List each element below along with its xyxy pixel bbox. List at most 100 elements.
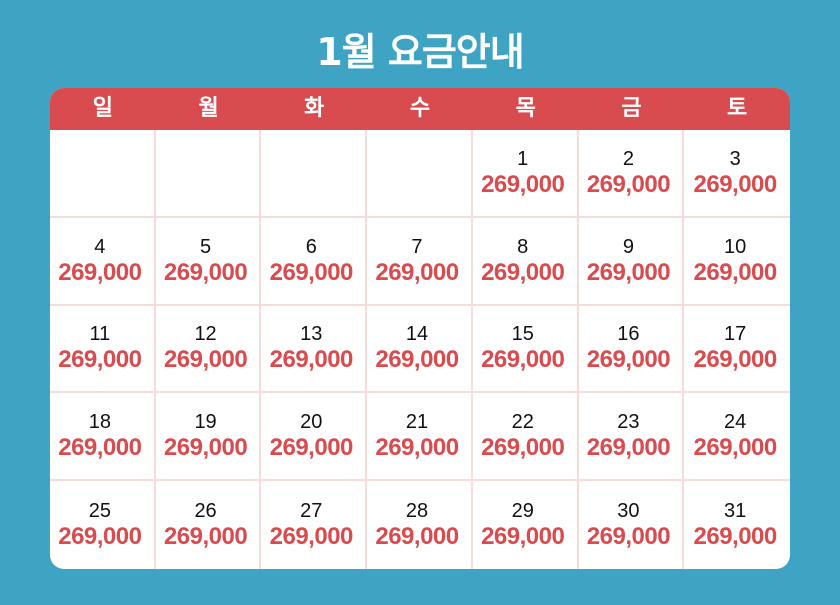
day-number: 7 (411, 235, 423, 258)
day-price: 269,000 (481, 258, 565, 286)
day-number: 26 (194, 500, 217, 523)
day-price: 269,000 (163, 523, 248, 551)
day-price: 269,000 (269, 434, 354, 462)
day-number: 31 (724, 500, 747, 523)
price-calendar: 일 월 화 수 목 금 토 1 269,000 2 269,000 3 269,000 4 2… (50, 88, 790, 569)
day-number: 15 (511, 323, 534, 346)
day-number: 21 (405, 411, 429, 434)
day-number: 27 (300, 500, 323, 523)
calendar-day-cell: 10 269,000 (684, 218, 790, 306)
day-number: 12 (194, 323, 217, 346)
day-price: 269,000 (58, 346, 142, 374)
day-number: 25 (88, 500, 111, 523)
day-number: 11 (89, 323, 111, 346)
day-price: 269,000 (481, 434, 565, 462)
day-price: 269,000 (269, 258, 354, 286)
day-number: 2 (622, 147, 634, 170)
calendar-day-cell: 21 269,000 (367, 393, 473, 482)
calendar-day-cell: 31 269,000 (684, 481, 790, 569)
calendar-day-cell: 8 269,000 (472, 217, 579, 306)
calendar-day-cell: 25 269,000 (50, 481, 156, 569)
calendar-day-cell: 22 269,000 (472, 393, 579, 482)
calendar-day-cell: 4 269,000 (50, 217, 156, 306)
day-price: 269,000 (693, 523, 778, 551)
calendar-day-cell: 23 269,000 (578, 393, 685, 482)
weekday-sat: 토 (727, 96, 748, 121)
day-number: 3 (729, 147, 741, 170)
calendar-day-cell: 15 269,000 (472, 305, 579, 394)
calendar-day-cell: 7 269,000 (367, 217, 473, 306)
calendar-day-cell (50, 130, 156, 218)
calendar-day-cell: 13 269,000 (261, 305, 368, 394)
day-number: 30 (617, 500, 640, 523)
calendar-day-cell: 18 269,000 (50, 393, 156, 482)
day-price: 269,000 (586, 523, 671, 551)
day-number: 13 (300, 323, 323, 346)
day-price: 269,000 (586, 258, 671, 286)
day-number: 4 (94, 235, 106, 258)
calendar-day-cell: 12 269,000 (155, 305, 262, 394)
day-price: 269,000 (586, 170, 671, 198)
calendar-day-cell: 17 269,000 (684, 306, 790, 394)
day-price: 269,000 (693, 346, 778, 374)
day-number: 28 (405, 500, 429, 523)
day-price: 269,000 (163, 434, 248, 462)
weekday-wed: 수 (409, 96, 431, 121)
day-price: 269,000 (481, 523, 565, 551)
day-number: 8 (517, 235, 529, 258)
day-price: 269,000 (375, 434, 459, 462)
calendar-day-cell: 28 269,000 (367, 481, 473, 569)
day-number: 16 (617, 323, 640, 346)
day-price: 269,000 (58, 434, 142, 462)
calendar-day-cell: 29 269,000 (473, 481, 579, 569)
day-number: 5 (200, 235, 212, 258)
calendar-day-cell: 26 269,000 (156, 481, 262, 569)
day-price: 269,000 (693, 170, 778, 198)
day-number: 23 (617, 411, 640, 434)
day-number: 20 (300, 411, 323, 434)
day-price: 269,000 (269, 346, 354, 374)
calendar-day-cell: 11 269,000 (50, 305, 156, 394)
day-price: 269,000 (375, 523, 459, 551)
day-price: 269,000 (269, 523, 354, 551)
calendar-day-cell: 30 269,000 (579, 481, 685, 569)
calendar-day-cell: 16 269,000 (578, 305, 685, 394)
calendar-day-cell: 1 269,000 (472, 130, 579, 218)
calendar-day-cell: 5 269,000 (155, 217, 262, 306)
day-number: 17 (724, 323, 747, 346)
calendar-grid: 1 269,000 2 269,000 3 269,000 4 269,000 5 269,000… (50, 130, 790, 569)
weekday-thu: 목 (515, 96, 536, 121)
day-number: 1 (517, 147, 529, 170)
page-title: 1월 요금안내 (316, 30, 524, 74)
calendar-day-cell: 2 269,000 (578, 130, 685, 218)
calendar-day-cell: 24 269,000 (684, 393, 790, 482)
day-number: 18 (88, 411, 111, 434)
day-number: 10 (724, 235, 747, 258)
day-price: 269,000 (163, 346, 248, 374)
day-price: 269,000 (693, 258, 778, 286)
calendar-day-cell: 9 269,000 (578, 217, 685, 306)
day-number: 29 (511, 500, 534, 523)
weekday-fri: 금 (621, 96, 642, 121)
calendar-day-cell (367, 130, 473, 218)
day-price: 269,000 (481, 170, 565, 198)
weekday-header: 일 월 화 수 목 금 토 (50, 88, 790, 130)
calendar-day-cell: 14 269,000 (367, 305, 473, 394)
day-number: 19 (194, 411, 217, 434)
day-price: 269,000 (163, 258, 248, 286)
calendar-day-cell: 3 269,000 (684, 130, 790, 218)
day-number: 9 (622, 235, 634, 258)
day-price: 269,000 (375, 346, 459, 374)
calendar-day-cell (261, 130, 368, 218)
day-price: 269,000 (58, 523, 142, 551)
day-price: 269,000 (693, 434, 778, 462)
calendar-day-cell: 20 269,000 (261, 393, 368, 482)
day-price: 269,000 (58, 258, 142, 286)
weekday-tue: 화 (304, 96, 325, 121)
day-number: 24 (724, 411, 747, 434)
day-number: 14 (405, 323, 429, 346)
calendar-day-cell: 27 269,000 (261, 481, 368, 569)
weekday-sun: 일 (92, 96, 113, 121)
day-price: 269,000 (375, 258, 459, 286)
day-price: 269,000 (586, 346, 671, 374)
